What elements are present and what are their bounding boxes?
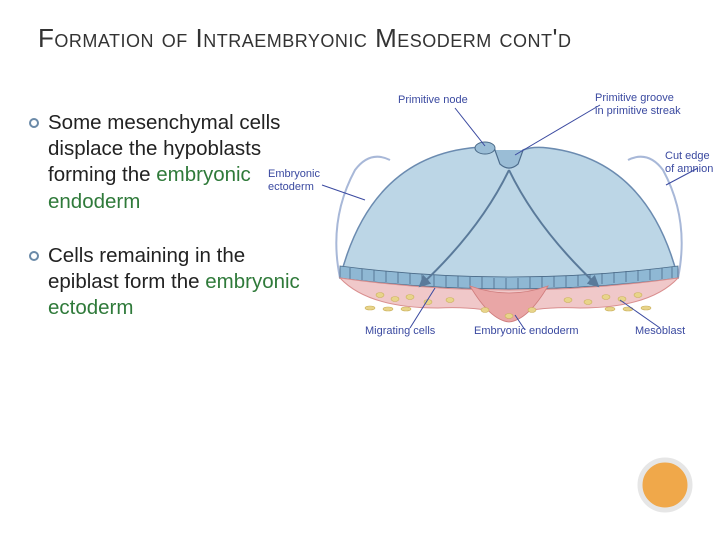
label-embryonic-endoderm: Embryonic endoderm xyxy=(474,325,579,338)
bullet-ring-icon xyxy=(28,249,40,322)
primitive-node xyxy=(475,142,495,154)
bullet-2: Cells remaining in the epiblast form the… xyxy=(28,243,308,322)
label-primitive-groove: Primitive groove in primitive streak xyxy=(595,92,681,117)
diagram-svg xyxy=(310,90,708,335)
embryo-diagram: Primitive node Primitive groove in primi… xyxy=(310,90,708,335)
bullet-ring-icon xyxy=(28,116,40,215)
line-primitive-groove xyxy=(515,105,600,155)
label-mesoblast: Mesoblast xyxy=(635,325,685,338)
body-text-block: Some mesenchymal cells displace the hypo… xyxy=(28,110,308,350)
bullet-2-text: Cells remaining in the epiblast form the… xyxy=(48,243,308,322)
label-migrating-cells: Migrating cells xyxy=(365,325,435,338)
bullet-1-text: Some mesenchymal cells displace the hypo… xyxy=(48,110,308,215)
slide-title: Formation of Intraembryonic Mesoderm con… xyxy=(38,22,678,55)
line-mesoblast xyxy=(620,300,660,328)
label-embryonic-ectoderm: Embryonic ectoderm xyxy=(268,168,320,193)
title-text: Formation of Intraembryonic Mesoderm con… xyxy=(38,22,678,55)
label-primitive-node: Primitive node xyxy=(398,94,468,107)
line-primitive-node xyxy=(455,108,485,146)
slide-container: Formation of Intraembryonic Mesoderm con… xyxy=(0,0,720,540)
decorative-corner-circle-icon xyxy=(636,456,694,514)
label-cut-edge: Cut edge of amnion xyxy=(665,150,713,175)
bullet-1: Some mesenchymal cells displace the hypo… xyxy=(28,110,308,215)
